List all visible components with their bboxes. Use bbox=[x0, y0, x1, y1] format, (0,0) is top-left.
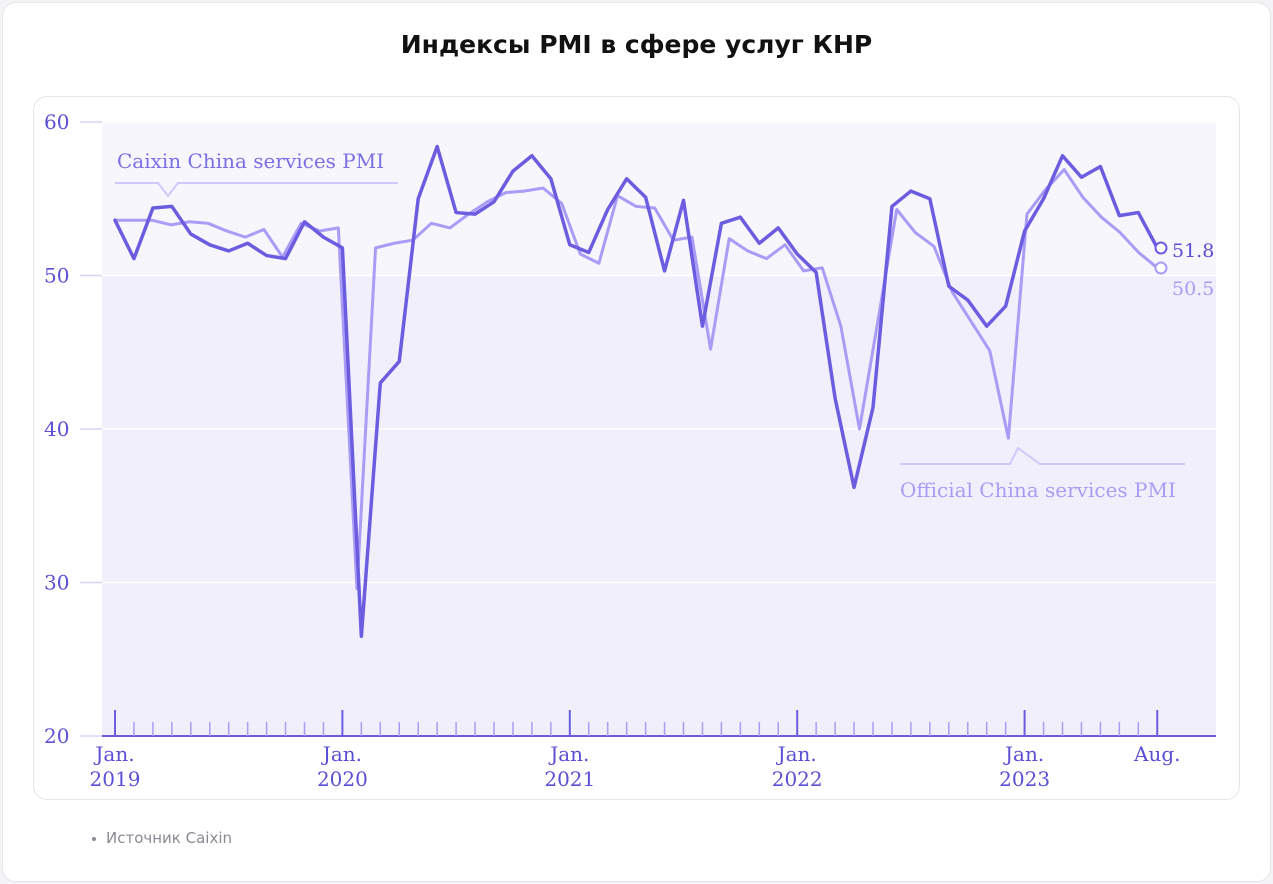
bullet-icon bbox=[92, 836, 96, 841]
chart-frame bbox=[33, 96, 1240, 800]
source-note: Источник Caixin bbox=[92, 829, 232, 847]
chart-title: Индексы PMI в сфере услуг КНР bbox=[400, 30, 873, 59]
source-text: Источник Caixin bbox=[106, 829, 233, 847]
